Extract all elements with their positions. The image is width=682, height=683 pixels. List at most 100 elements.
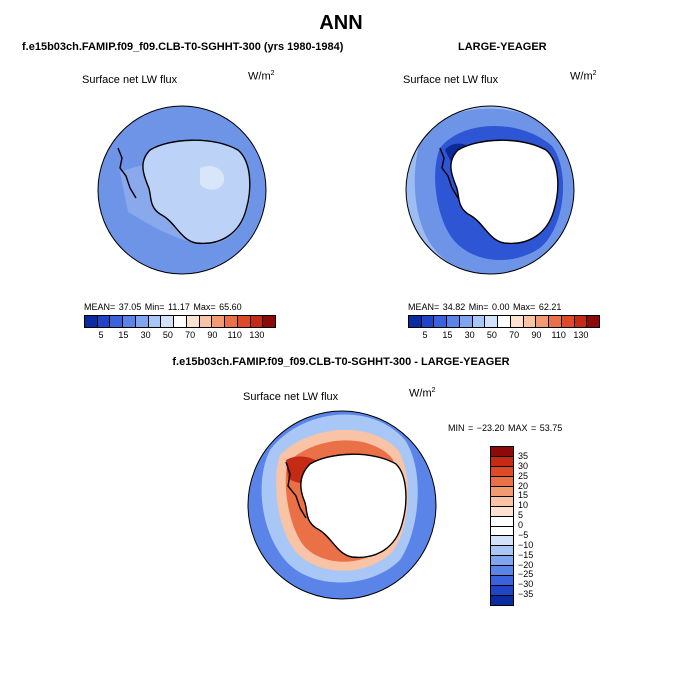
colorbar-cell (409, 316, 422, 327)
panel2-units: W/m2 (570, 70, 597, 83)
colorbar-cell (237, 316, 251, 327)
colorbar-tick-label: 70 (509, 330, 520, 340)
panel1-antarctica (142, 140, 250, 244)
panel2-peninsula (439, 147, 459, 199)
panel1-peninsula (117, 147, 137, 199)
diff-colorbar (490, 446, 514, 606)
diff-units: W/m2 (409, 387, 436, 400)
panel2-case-title: LARGE-YEAGER (458, 41, 547, 53)
colorbar-tick-label: 25 (518, 470, 529, 481)
colorbar-cell (148, 316, 162, 327)
colorbar-tick-label: 30 (518, 460, 529, 471)
colorbar-tick-label: 90 (531, 330, 542, 340)
figure-title: ANN (319, 12, 363, 34)
colorbar-cell (85, 316, 98, 327)
colorbar-tick-label: 5 (422, 330, 428, 340)
colorbar-tick-label: 0 (518, 520, 524, 530)
colorbar-tick-label: −5 (518, 529, 529, 540)
colorbar-tick-label: 5 (98, 330, 104, 340)
colorbar-cell (491, 447, 513, 457)
colorbar-cell (491, 556, 513, 567)
colorbar-cell (491, 516, 513, 527)
panel2-boundary (405, 105, 575, 275)
colorbar-tick-label: 15 (442, 330, 453, 340)
colorbar-cell (491, 536, 513, 547)
colorbar-cell (523, 316, 537, 327)
panel1-field-label: Surface net LW flux (82, 74, 178, 86)
colorbar-cell (135, 316, 149, 327)
panel2-field-label: Surface net LW flux (403, 74, 499, 86)
colorbar-cell (485, 316, 499, 327)
colorbar-cell (491, 466, 513, 477)
colorbar-cell (491, 506, 513, 517)
colorbar-cell (174, 316, 187, 327)
colorbar-cell (491, 546, 513, 557)
panel2-stats: MEAN= 34.82 Min= 0.00 Max= 62.21 (408, 302, 562, 312)
colorbar-cell (97, 316, 111, 327)
colorbar-cell (561, 316, 575, 327)
colorbar-cell (491, 526, 513, 537)
colorbar-tick-label: −10 (518, 539, 534, 550)
colorbar-cell (491, 476, 513, 487)
colorbar-tick-label: 50 (162, 330, 173, 340)
colorbar-cell (549, 316, 562, 327)
colorbar-cell (434, 316, 448, 327)
colorbar-cell (491, 496, 513, 507)
panel1-stats: MEAN= 37.05 Min= 11.17 Max= 65.60 (84, 302, 242, 312)
colorbar-tick-label: 130 (249, 330, 265, 340)
colorbar-tick-label: 10 (518, 500, 529, 511)
panel2-antarctica (450, 140, 558, 244)
colorbar-cell (161, 316, 175, 327)
colorbar-cell (225, 316, 238, 327)
colorbar-cell (472, 316, 486, 327)
panel1-coastline (142, 139, 251, 245)
panel2-colorbar-ticks: 5 15 30 50 70 90 110 130 (408, 330, 598, 342)
colorbar-tick-label: 15 (518, 490, 529, 501)
diff-peninsula (285, 461, 307, 519)
diff-colorbar-ticks: 35 30 25 20 15 10 5 0 −5 −10 −15 −20 −25 −30 −35 (518, 446, 558, 604)
colorbar-tick-label: 20 (518, 480, 529, 491)
colorbar-cell (110, 316, 124, 327)
colorbar-cell (510, 316, 524, 327)
colorbar-tick-label: 15 (118, 330, 129, 340)
colorbar-tick-label: −30 (518, 579, 534, 590)
colorbar-cell (491, 586, 513, 597)
panel1-units: W/m2 (248, 70, 275, 83)
diff-field-label: Surface net LW flux (243, 391, 339, 403)
colorbar-cell (459, 316, 473, 327)
colorbar-cell (447, 316, 460, 327)
panel1-case-title: f.e15b03ch.FAMIP.f09_f09.CLB-T0-SGHHT-30… (22, 41, 344, 53)
colorbar-tick-label: 50 (486, 330, 497, 340)
diff-case-title: f.e15b03ch.FAMIP.f09_f09.CLB-T0-SGHHT-30… (172, 356, 510, 368)
diff-antarctica (300, 454, 406, 558)
colorbar-cell (574, 316, 588, 327)
colorbar-cell (587, 316, 600, 327)
colorbar-tick-label: −35 (518, 589, 534, 600)
colorbar-cell (186, 316, 200, 327)
colorbar-cell (421, 316, 435, 327)
colorbar-tick-label: 110 (551, 330, 566, 340)
colorbar-tick-label: 5 (518, 510, 524, 521)
diff-stats: MIN = −23.20 MAX = 53.75 (448, 423, 563, 433)
colorbar-cell (491, 566, 513, 577)
colorbar-tick-label: −25 (518, 569, 534, 580)
colorbar-tick-label: 110 (227, 330, 242, 340)
colorbar-tick-label: 130 (573, 330, 589, 340)
colorbar-cell (491, 486, 513, 497)
colorbar-cell (199, 316, 213, 327)
colorbar-cell (491, 456, 513, 467)
colorbar-tick-label: −20 (518, 559, 534, 570)
colorbar-cell (491, 576, 513, 587)
panel2-colorbar (408, 315, 600, 328)
colorbar-tick-label: 90 (207, 330, 218, 340)
colorbar-tick-label: 30 (140, 330, 151, 340)
panel1-colorbar (84, 315, 276, 328)
panel1-boundary (97, 105, 267, 275)
colorbar-cell (250, 316, 264, 327)
panel2-coastline (450, 139, 559, 245)
panel1-colorbar-ticks: 5 15 30 50 70 90 110 130 (84, 330, 274, 342)
colorbar-cell (498, 316, 511, 327)
